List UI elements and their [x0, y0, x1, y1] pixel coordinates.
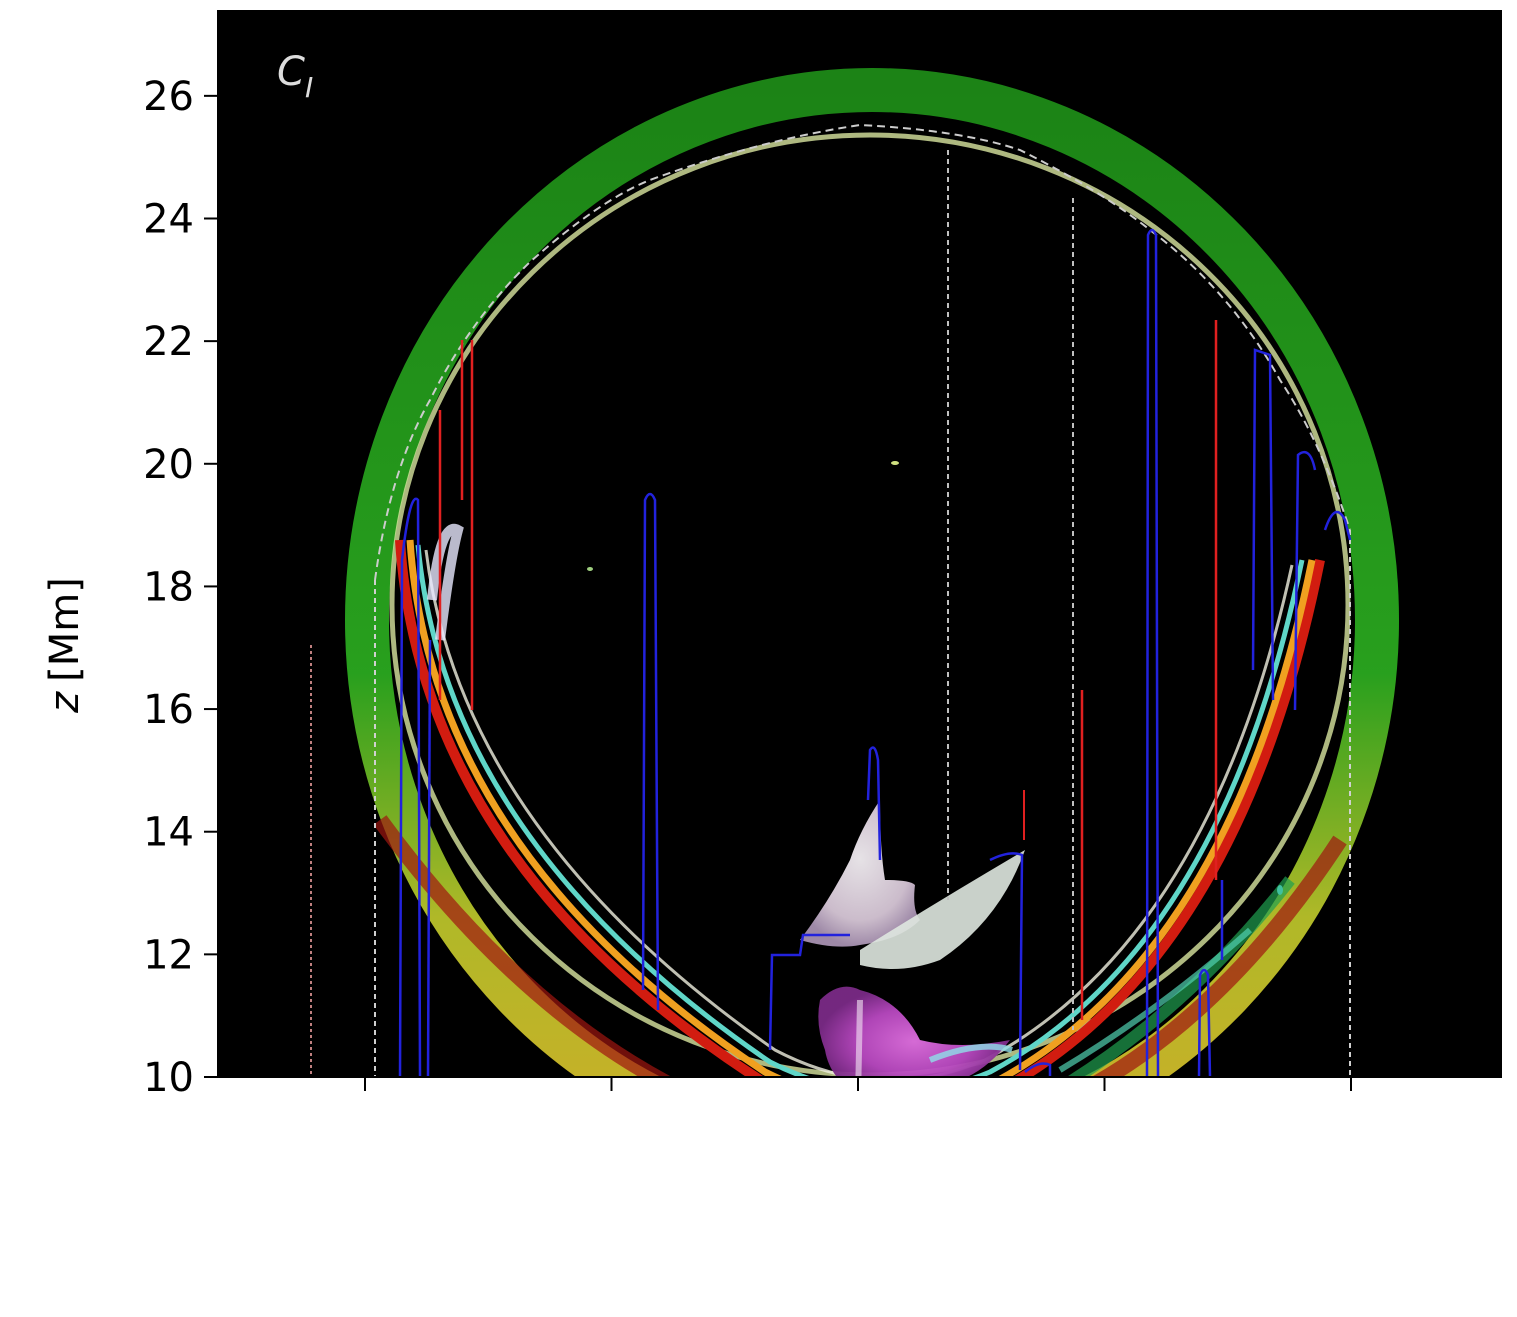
y-tick-label: 26: [143, 74, 194, 120]
blue-contour-13: [1323, 510, 1352, 541]
speck-3: [1277, 885, 1283, 895]
plume-white-streak: [855, 999, 863, 1077]
y-tick-label: 14: [143, 810, 194, 856]
dashed-contour: [374, 123, 1351, 581]
red-arc-lower: [650, 1090, 1200, 1195]
bottom-core-base: [832, 1225, 912, 1245]
bottom-core: [810, 1165, 920, 1225]
y-axis-var: z: [42, 691, 88, 714]
blue-contour-12: [1293, 450, 1317, 711]
blue-contour-11: [1251, 348, 1275, 701]
y-tick-label: 20: [143, 442, 194, 488]
speck-1: [891, 461, 899, 465]
plume-magenta: [818, 986, 1010, 1077]
inner-band-orange: [406, 539, 1316, 1077]
y-tick-label: 22: [143, 319, 194, 365]
blue-contour-5: [866, 746, 882, 861]
y-axis-label: z [Mm]: [42, 577, 88, 714]
plume-wing-right: [860, 850, 1025, 969]
inner-band-white: [424, 549, 1294, 1077]
left-hook: [427, 524, 464, 641]
blue-contour-6: [989, 852, 1024, 1071]
blue-contour-1: [398, 497, 422, 1077]
blue-contour-7: [1024, 1062, 1052, 1077]
blue-contour-4: [768, 933, 850, 1051]
green-streak-right: [1066, 876, 1295, 1077]
inner-band-cyan: [415, 544, 1305, 1077]
outer-shell: [345, 68, 1399, 1077]
blue-contour-3: [641, 492, 660, 1011]
y-tick-label: 24: [143, 196, 194, 242]
panel-label-main: C: [277, 49, 305, 95]
blue-contour-2: [426, 639, 432, 1077]
panel-label-sub: I: [305, 71, 313, 104]
y-axis-unit: [Mm]: [42, 577, 88, 682]
y-tick-label: 10: [143, 1055, 194, 1101]
blue-contour-8: [1145, 228, 1160, 1077]
orange-arc-lower: [690, 1150, 1090, 1180]
blue-contours: [398, 228, 1352, 1077]
bottom-core-pale: [840, 1172, 900, 1208]
panel-label: CI: [277, 49, 313, 104]
y-tick-label: 12: [143, 932, 194, 978]
y-ticks: 10 12 14 16 18 20 22 24 26: [143, 74, 218, 1101]
speck-2: [587, 567, 593, 571]
blue-contour-9: [1197, 968, 1212, 1077]
image-layer: [310, 68, 1399, 1245]
y-tick-label: 18: [143, 564, 194, 610]
y-tick-label: 16: [143, 687, 194, 733]
plume-pale: [800, 800, 920, 947]
x-ticks: [364, 1077, 1352, 1091]
plume-cyan-wing: [928, 1043, 1013, 1063]
